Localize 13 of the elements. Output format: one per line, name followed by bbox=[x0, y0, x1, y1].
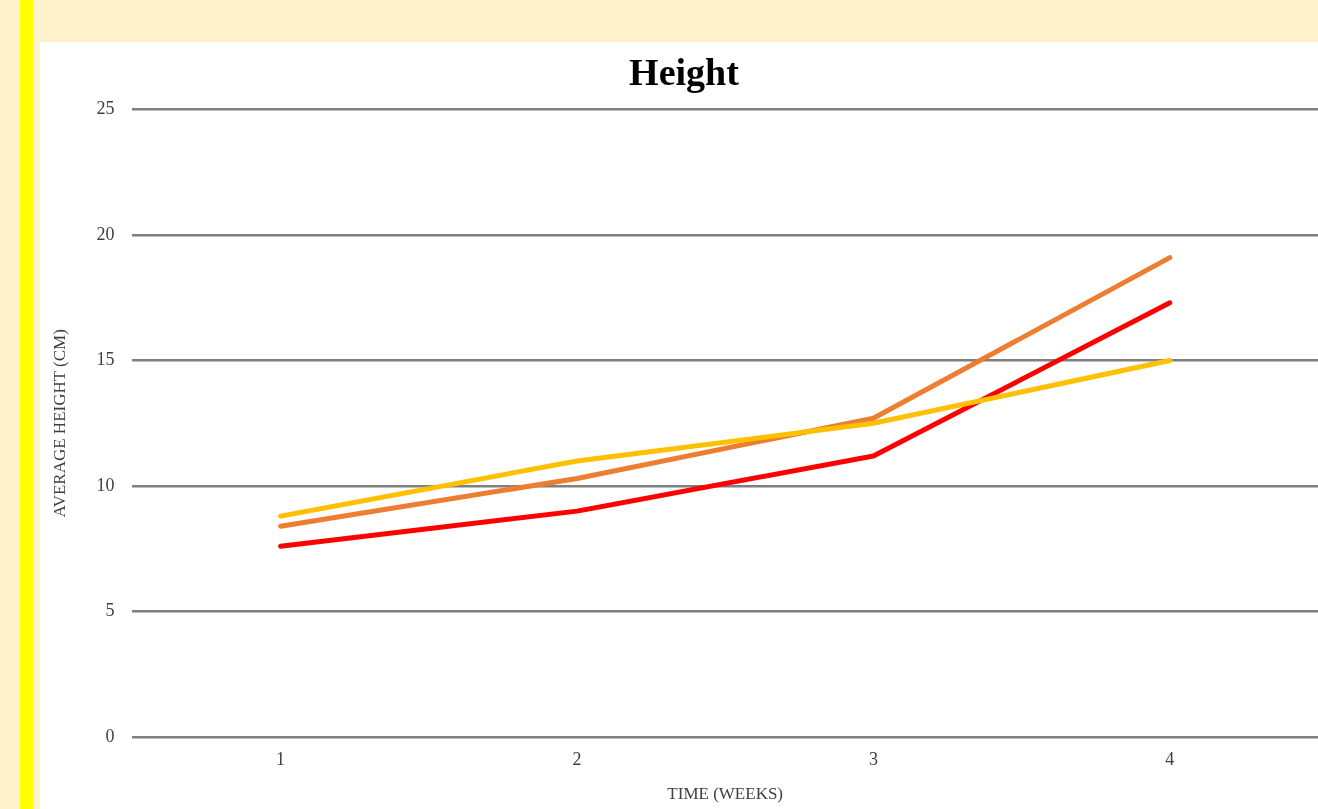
x-tick-label: 2 bbox=[572, 748, 582, 769]
y-tick-label: 25 bbox=[96, 98, 115, 119]
x-axis-title: TIME (WEEKS) bbox=[667, 784, 784, 804]
y-tick-label: 5 bbox=[105, 600, 115, 621]
x-tick-label: 4 bbox=[1165, 748, 1175, 769]
x-tick-label: 1 bbox=[276, 748, 286, 769]
x-tick-label: 3 bbox=[868, 748, 878, 769]
y-axis-title: AVERAGE HEIGHT (CM) bbox=[49, 329, 69, 518]
y-tick-label: 15 bbox=[96, 349, 115, 370]
y-tick-label: 20 bbox=[96, 223, 115, 244]
y-tick-label: 10 bbox=[96, 474, 115, 495]
y-tick-label: 0 bbox=[105, 725, 115, 746]
chart-title: Height bbox=[629, 50, 740, 93]
